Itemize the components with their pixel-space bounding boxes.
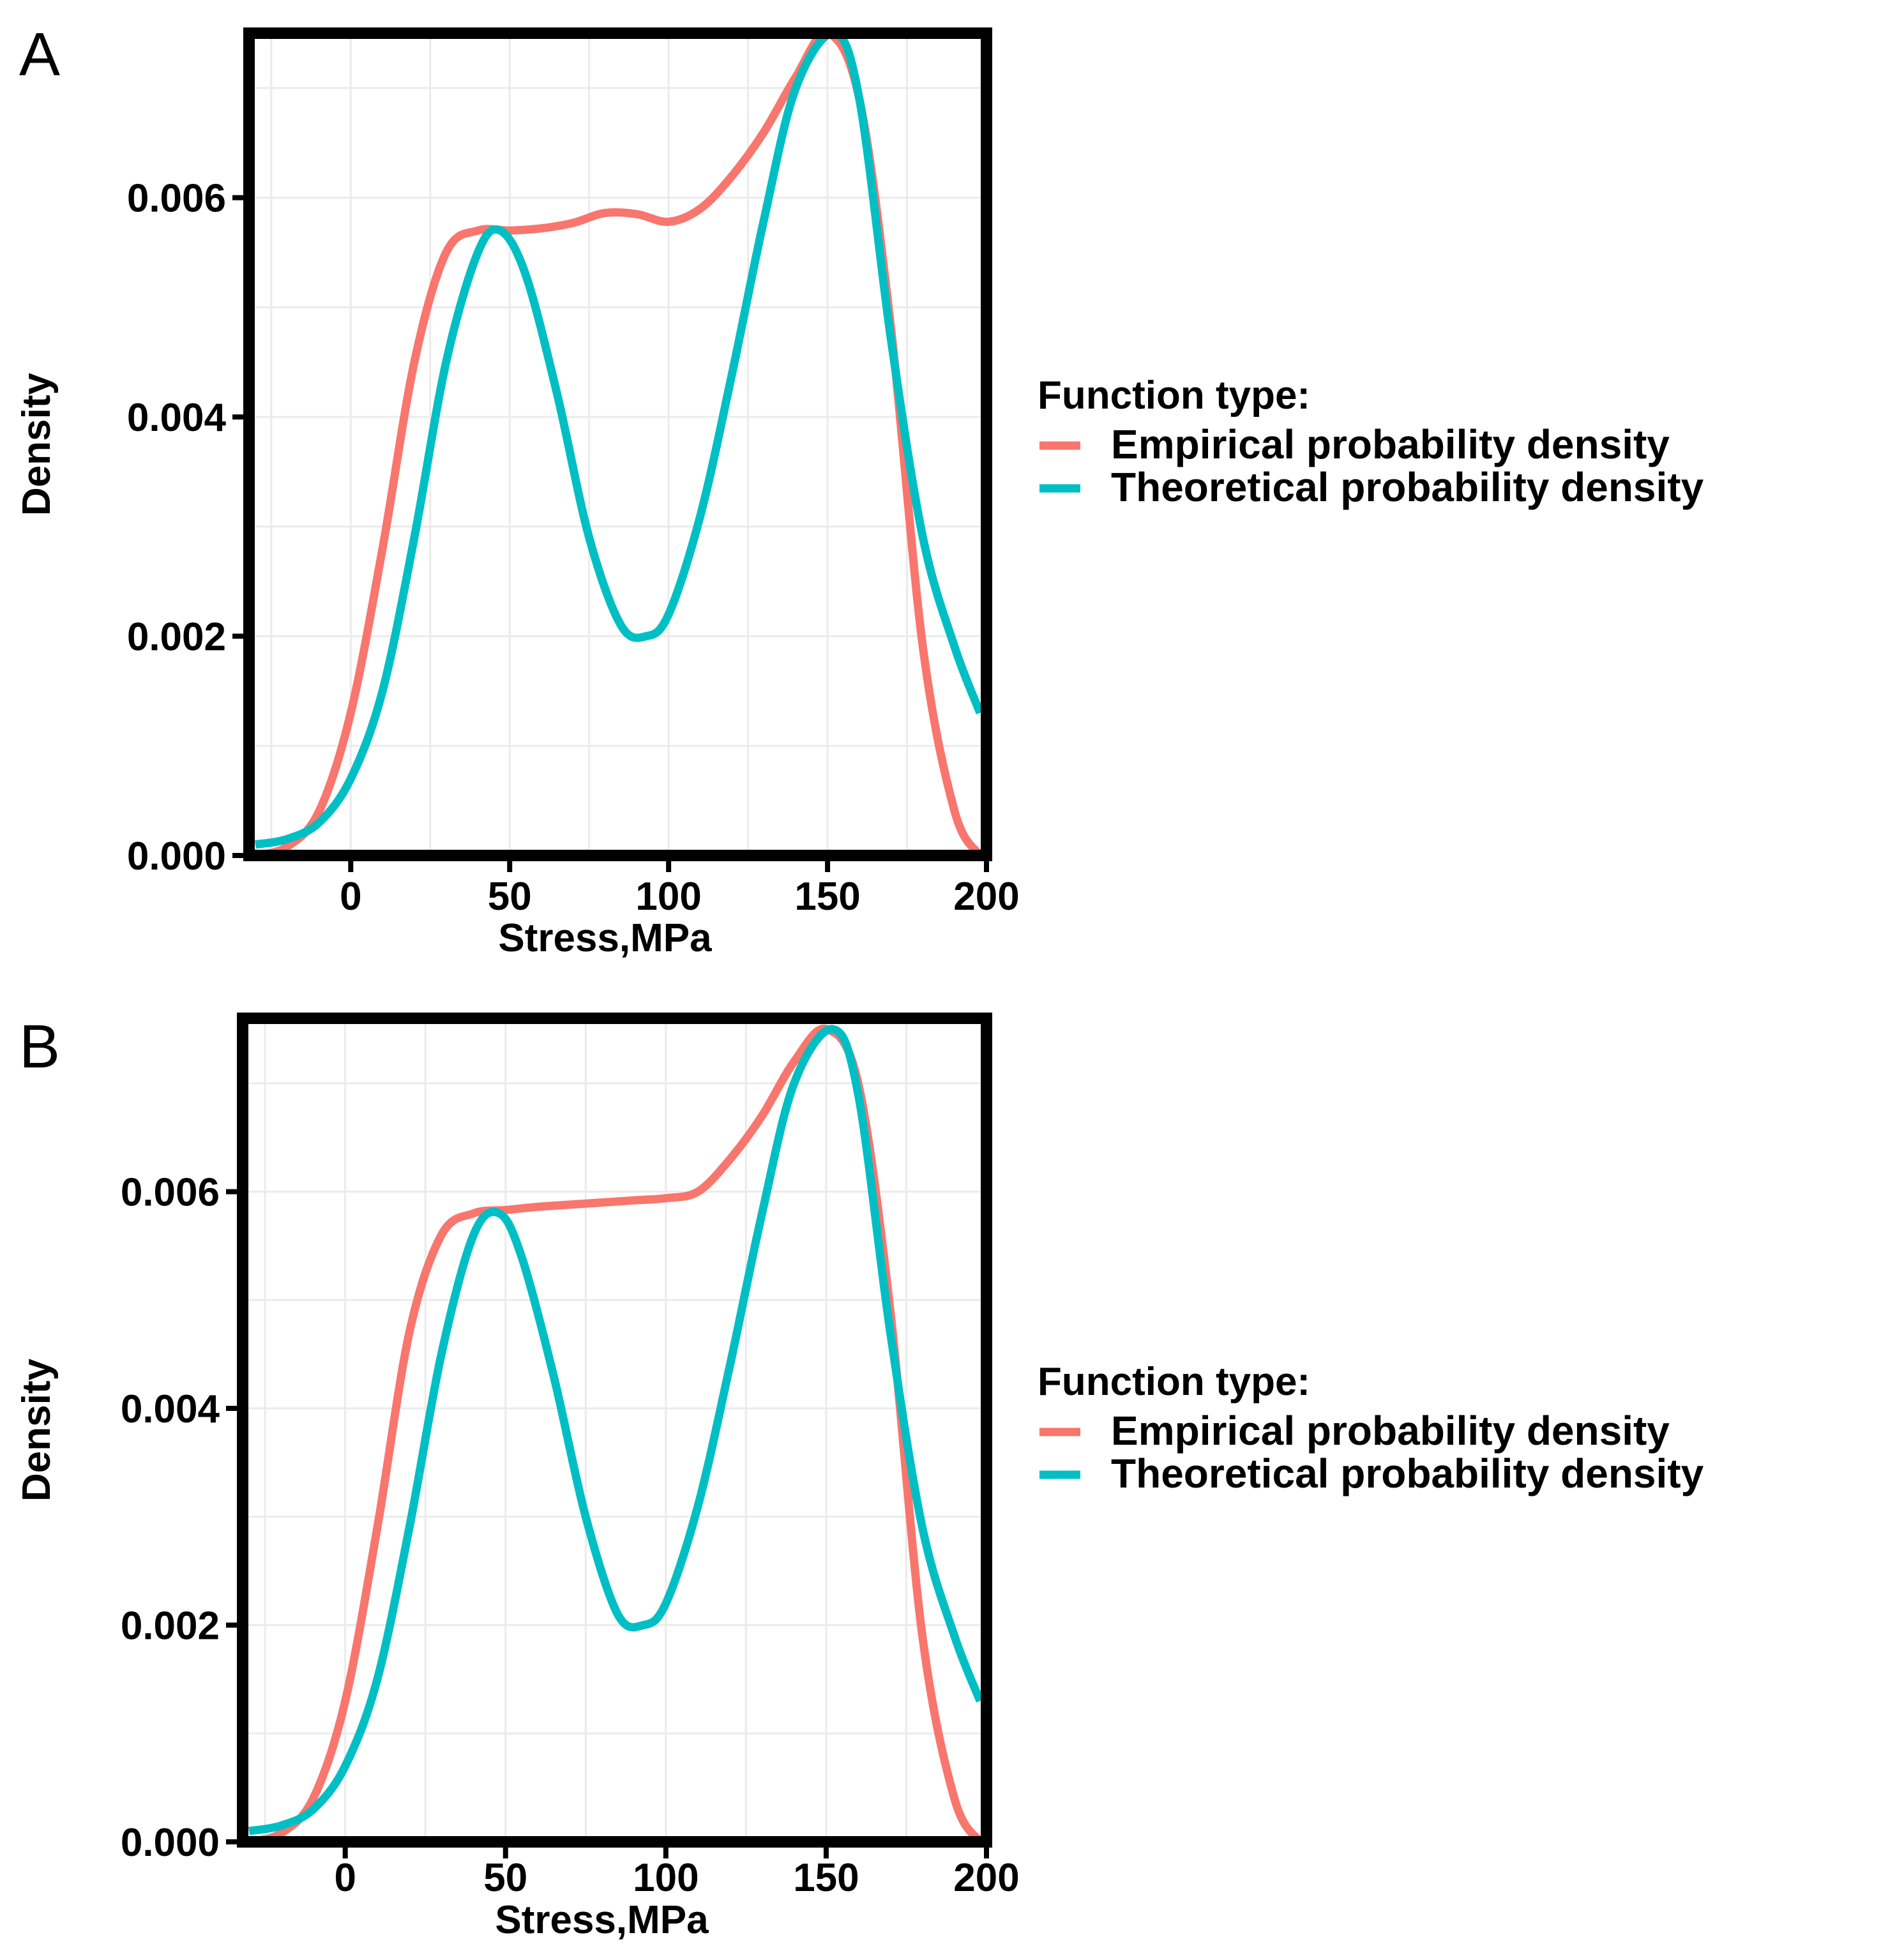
series-line-theoretical — [254, 33, 985, 849]
legend-label-theoretical: Theoretical probability density — [1111, 1450, 1704, 1496]
grid — [249, 33, 988, 857]
series-line-theoretical — [248, 1025, 985, 1835]
panel-border — [237, 1013, 992, 1848]
x-tick-label: 0 — [340, 875, 361, 919]
x-tick-label: 200 — [953, 1856, 1019, 1900]
legend-label-empirical: Empirical probability density — [1111, 1408, 1670, 1454]
legend-title: Function type: — [1038, 1360, 1310, 1404]
x-tick-label: 100 — [635, 875, 701, 919]
y-tick-label: 0.000 — [121, 1821, 220, 1865]
x-tick-label: 100 — [633, 1856, 699, 1900]
legend-title: Function type: — [1038, 373, 1310, 418]
x-tick-label: 50 — [488, 875, 532, 919]
legend: Function type:Empirical probability dens… — [1038, 373, 1704, 510]
y-tick-label: 0.006 — [121, 1171, 220, 1215]
y-tick-label: 0.004 — [121, 1387, 220, 1431]
y-tick-label: 0.000 — [127, 834, 226, 878]
y-tick-label: 0.004 — [127, 396, 227, 440]
y-axis-title: Density — [15, 1359, 59, 1502]
x-tick-label: 150 — [793, 1856, 859, 1900]
x-axis-title: Stress,MPa — [498, 916, 712, 960]
x-tick-label: 50 — [483, 1856, 527, 1900]
y-tick-label: 0.002 — [121, 1604, 220, 1648]
panel-a: A 0 50 100 150 200 0.000 0.002 0.004 0.006 Stress,… — [15, 20, 1704, 960]
panel-letter: B — [19, 1013, 60, 1081]
x-axis-title: Stress,MPa — [495, 1898, 709, 1942]
grid — [243, 1018, 988, 1843]
y-tick-label: 0.006 — [127, 177, 226, 221]
x-tick-label: 150 — [794, 875, 860, 919]
legend-label-theoretical: Theoretical probability density — [1111, 464, 1704, 510]
x-tick-label: 200 — [953, 875, 1019, 919]
legend-label-empirical: Empirical probability density — [1111, 421, 1670, 467]
legend: Function type:Empirical probability dens… — [1038, 1360, 1704, 1496]
y-tick-label: 0.002 — [127, 615, 226, 659]
panel-b: B 0 50 100 150 200 0.000 0.002 0.004 0.006 Stress,… — [15, 1013, 1704, 1942]
x-tick-label: 0 — [334, 1856, 356, 1900]
panel-letter: A — [19, 20, 60, 89]
y-axis-title: Density — [15, 373, 59, 516]
panel-border — [243, 27, 992, 861]
